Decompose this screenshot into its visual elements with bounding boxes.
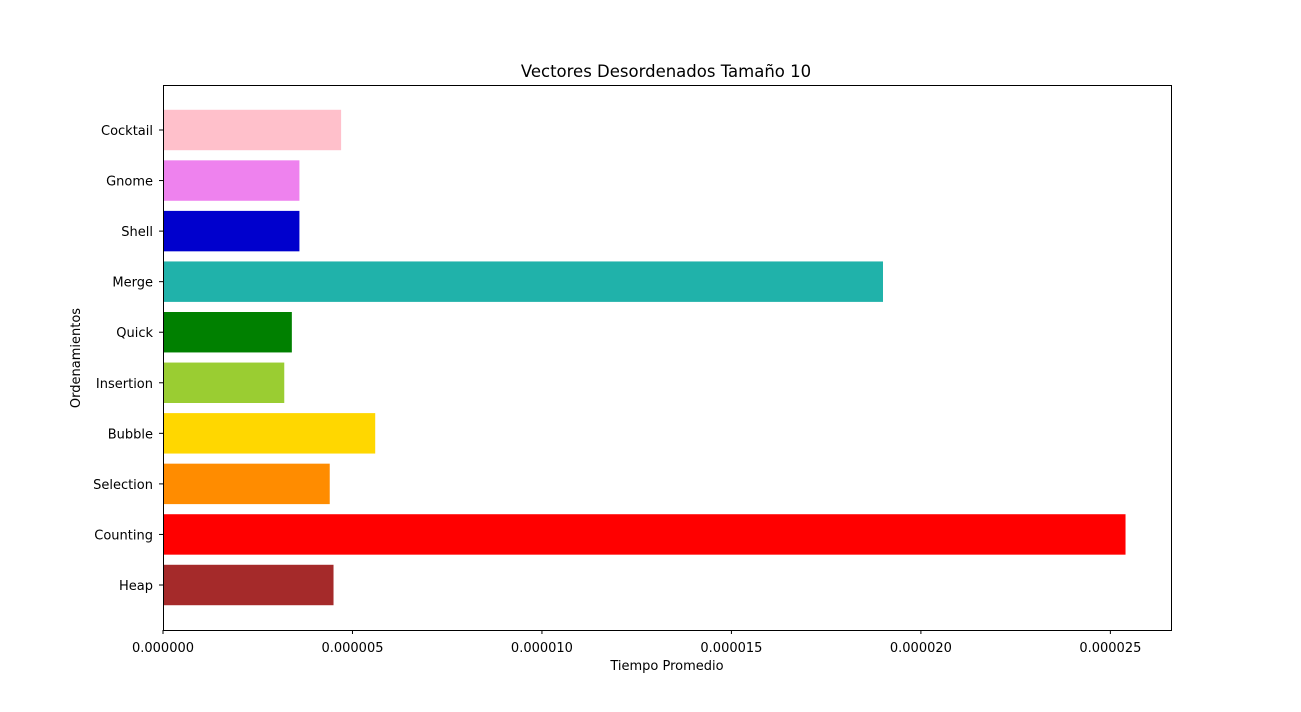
- plot-frame: [163, 85, 1172, 631]
- y-axis-label: Ordenamientos: [69, 308, 84, 408]
- y-tick-label: Heap: [119, 579, 153, 594]
- y-tick-label: Gnome: [106, 175, 153, 190]
- y-tick-label: Shell: [121, 225, 153, 240]
- x-tick-label: 0.000015: [700, 641, 762, 656]
- y-tick-label: Bubble: [108, 427, 153, 442]
- x-tick-label: 0.000020: [890, 641, 952, 656]
- bar-insertion: [163, 362, 285, 403]
- bars-layer: [163, 109, 1126, 606]
- bar-quick: [163, 312, 292, 353]
- bar-cocktail: [163, 109, 342, 151]
- bar-counting: [163, 514, 1126, 555]
- y-tick-label: Insertion: [96, 377, 153, 392]
- y-tick-label: Merge: [112, 276, 153, 291]
- bar-selection: [163, 463, 330, 505]
- y-tick-label: Selection: [93, 478, 153, 493]
- x-tick-label: 0.000005: [321, 641, 383, 656]
- x-axis: 0.000000 0.000005 0.000010 0.000015 0.000020…: [132, 630, 1141, 656]
- y-tick-label: Counting: [94, 528, 153, 543]
- y-tick-label: Cocktail: [101, 124, 153, 139]
- bar-shell: [163, 210, 300, 252]
- x-tick-label: 0.000000: [132, 641, 194, 656]
- chart-title: Vectores Desordenados Tamaño 10: [521, 62, 811, 81]
- x-tick-label: 0.000010: [511, 641, 573, 656]
- y-axis: Heap Counting Selection Bubble Insertion Quic…: [93, 124, 163, 594]
- x-axis-label: Tiempo Promedio: [609, 659, 723, 674]
- bar-bubble: [163, 413, 376, 454]
- bar-merge: [163, 261, 883, 302]
- bar-heap: [163, 564, 334, 606]
- y-tick-label: Quick: [116, 326, 153, 341]
- bar-gnome: [163, 160, 300, 201]
- x-tick-label: 0.000025: [1079, 641, 1141, 656]
